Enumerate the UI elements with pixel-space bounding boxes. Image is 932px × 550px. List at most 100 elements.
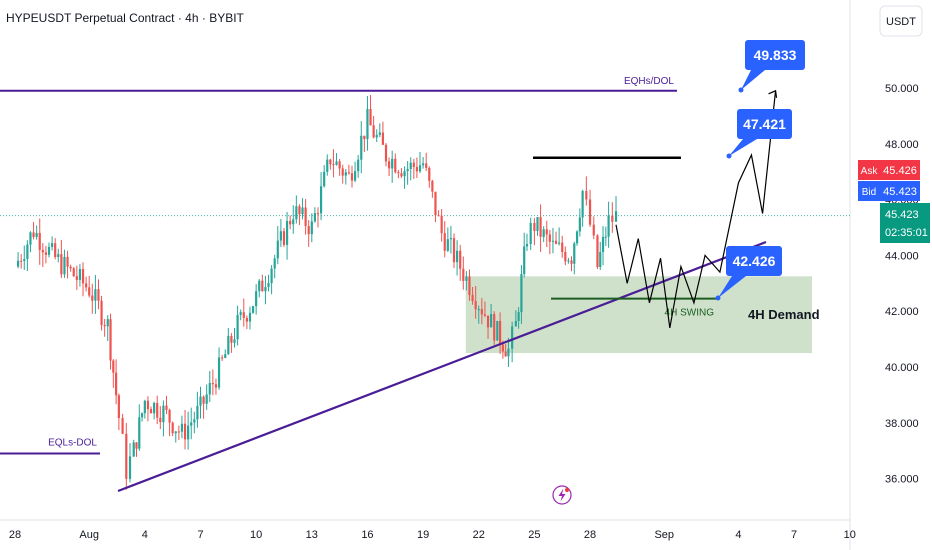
candle-body xyxy=(44,252,48,255)
callout-value: 42.426 xyxy=(733,253,776,269)
candle-body xyxy=(248,312,252,322)
candle-body xyxy=(446,239,449,251)
candle-body xyxy=(72,268,75,277)
lightning-icon[interactable] xyxy=(552,485,572,505)
candles xyxy=(16,95,618,490)
currency-button[interactable]: USDT xyxy=(879,5,923,37)
candle-body xyxy=(517,312,520,321)
candle-body xyxy=(483,314,487,316)
candle-body xyxy=(100,300,103,326)
candle-body xyxy=(440,215,443,234)
candle-body xyxy=(394,158,397,173)
candle-body xyxy=(391,158,394,169)
candle-body xyxy=(607,215,610,237)
candle-body xyxy=(230,335,233,343)
callout-pointer xyxy=(729,139,757,156)
price-tick-label: 38.000 xyxy=(885,418,919,430)
candle-body xyxy=(468,276,471,295)
drawings[interactable]: EQHs/DOL EQLs-DOL 4H SWING xyxy=(0,76,778,493)
candle-body xyxy=(208,383,211,395)
candle-body xyxy=(196,405,199,420)
candle-body xyxy=(135,442,138,449)
candle-body xyxy=(498,321,502,345)
price-axis[interactable]: 50.00048.00046.00044.00042.00040.00038.0… xyxy=(885,83,919,486)
eql-label: EQLs-DOL xyxy=(48,437,97,448)
callout-box xyxy=(745,40,805,70)
candle-body xyxy=(326,159,329,172)
candle-body xyxy=(474,301,477,310)
candle-body xyxy=(614,211,618,222)
candle-body xyxy=(545,229,548,235)
candle-body xyxy=(341,168,344,176)
candle-body xyxy=(85,283,88,288)
candle-body xyxy=(477,309,480,311)
candle-body xyxy=(471,294,474,302)
candle-body xyxy=(66,256,69,267)
candle-body xyxy=(143,400,146,414)
candle-body xyxy=(149,409,153,414)
callout-anchor xyxy=(726,153,732,159)
callout-value: 49.833 xyxy=(754,47,797,63)
candle-body xyxy=(245,317,248,322)
candle-body xyxy=(41,249,44,253)
candle-body xyxy=(542,229,545,237)
callout-value: 47.421 xyxy=(743,116,786,132)
callout-box xyxy=(737,109,792,139)
candle-body xyxy=(171,422,174,434)
price-tick-label: 36.000 xyxy=(885,474,919,486)
callout-pointer xyxy=(741,70,765,90)
candle-body xyxy=(412,162,415,168)
time-tick-label: 7 xyxy=(791,529,797,541)
candle-body xyxy=(295,206,298,220)
candle-body xyxy=(114,372,118,396)
projection-arrowhead xyxy=(768,89,778,98)
candle-body xyxy=(156,402,159,418)
bid-value: 45.423 xyxy=(883,186,917,198)
candle-body xyxy=(255,291,258,307)
candle-body xyxy=(369,109,372,126)
candle-body xyxy=(529,222,532,245)
candle-body xyxy=(32,232,35,237)
candle-body xyxy=(592,224,595,236)
bid-tag-bg xyxy=(880,181,920,201)
candle-body xyxy=(174,431,177,434)
candle-body xyxy=(187,425,190,440)
candle-body xyxy=(242,312,245,318)
candle-body xyxy=(533,222,536,231)
time-axis[interactable]: 28 Aug 4 7 10 13 16 19 22 25 28 Sep 4 7 10 xyxy=(9,529,856,541)
candle-body xyxy=(112,360,115,373)
candle-body xyxy=(366,109,369,140)
candle-body xyxy=(75,276,78,280)
candle-body xyxy=(431,180,434,192)
candle-body xyxy=(335,161,338,165)
candle-body xyxy=(501,344,504,352)
price-callouts[interactable]: 49.833 47.421 42.426 xyxy=(715,40,806,301)
candle-body xyxy=(567,260,570,262)
ask-tag-bg xyxy=(880,160,920,180)
last-price-value: 45.423 xyxy=(885,209,919,221)
candle-body xyxy=(168,409,171,423)
candle-body xyxy=(38,232,41,250)
ask-value: 45.426 xyxy=(883,165,917,177)
candle-body xyxy=(117,395,120,418)
candle-body xyxy=(428,167,431,181)
candle-body xyxy=(409,162,412,169)
candle-body xyxy=(434,191,437,216)
candle-body xyxy=(403,171,406,177)
candle-body xyxy=(307,226,310,235)
callout-box xyxy=(726,246,782,276)
candle-body xyxy=(153,402,156,414)
candle-body xyxy=(449,238,453,240)
candle-body xyxy=(91,295,94,301)
candle-body xyxy=(63,256,66,275)
candle-body xyxy=(239,312,242,315)
trendline xyxy=(117,240,767,493)
candle-body xyxy=(270,268,273,284)
candle-body xyxy=(536,217,539,231)
bid-label: Bid xyxy=(862,187,876,198)
candle-body xyxy=(273,258,276,269)
candle-body xyxy=(561,242,564,252)
candle-body xyxy=(267,283,270,288)
demand-label: 4H Demand xyxy=(748,307,820,322)
